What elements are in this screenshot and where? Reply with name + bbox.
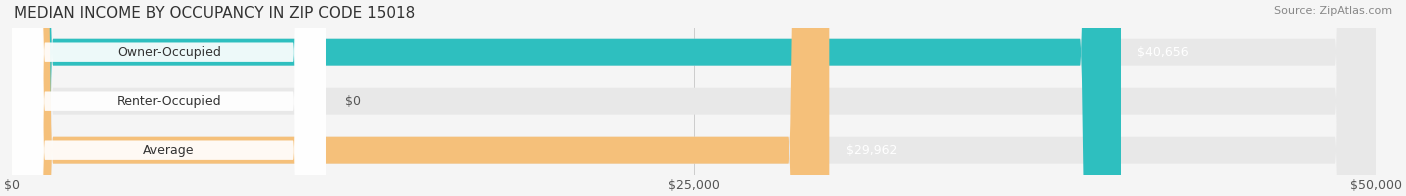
FancyBboxPatch shape bbox=[13, 0, 326, 196]
FancyBboxPatch shape bbox=[13, 0, 1376, 196]
Text: MEDIAN INCOME BY OCCUPANCY IN ZIP CODE 15018: MEDIAN INCOME BY OCCUPANCY IN ZIP CODE 1… bbox=[14, 6, 415, 21]
Text: Source: ZipAtlas.com: Source: ZipAtlas.com bbox=[1274, 6, 1392, 16]
FancyBboxPatch shape bbox=[13, 0, 830, 196]
Text: $0: $0 bbox=[344, 95, 361, 108]
FancyBboxPatch shape bbox=[13, 0, 1376, 196]
FancyBboxPatch shape bbox=[13, 0, 326, 196]
FancyBboxPatch shape bbox=[13, 0, 326, 196]
Text: $29,962: $29,962 bbox=[845, 144, 897, 157]
FancyBboxPatch shape bbox=[13, 0, 1121, 196]
Text: Average: Average bbox=[143, 144, 195, 157]
Text: Renter-Occupied: Renter-Occupied bbox=[117, 95, 221, 108]
FancyBboxPatch shape bbox=[13, 0, 1376, 196]
Text: Owner-Occupied: Owner-Occupied bbox=[117, 46, 221, 59]
Text: $40,656: $40,656 bbox=[1137, 46, 1189, 59]
